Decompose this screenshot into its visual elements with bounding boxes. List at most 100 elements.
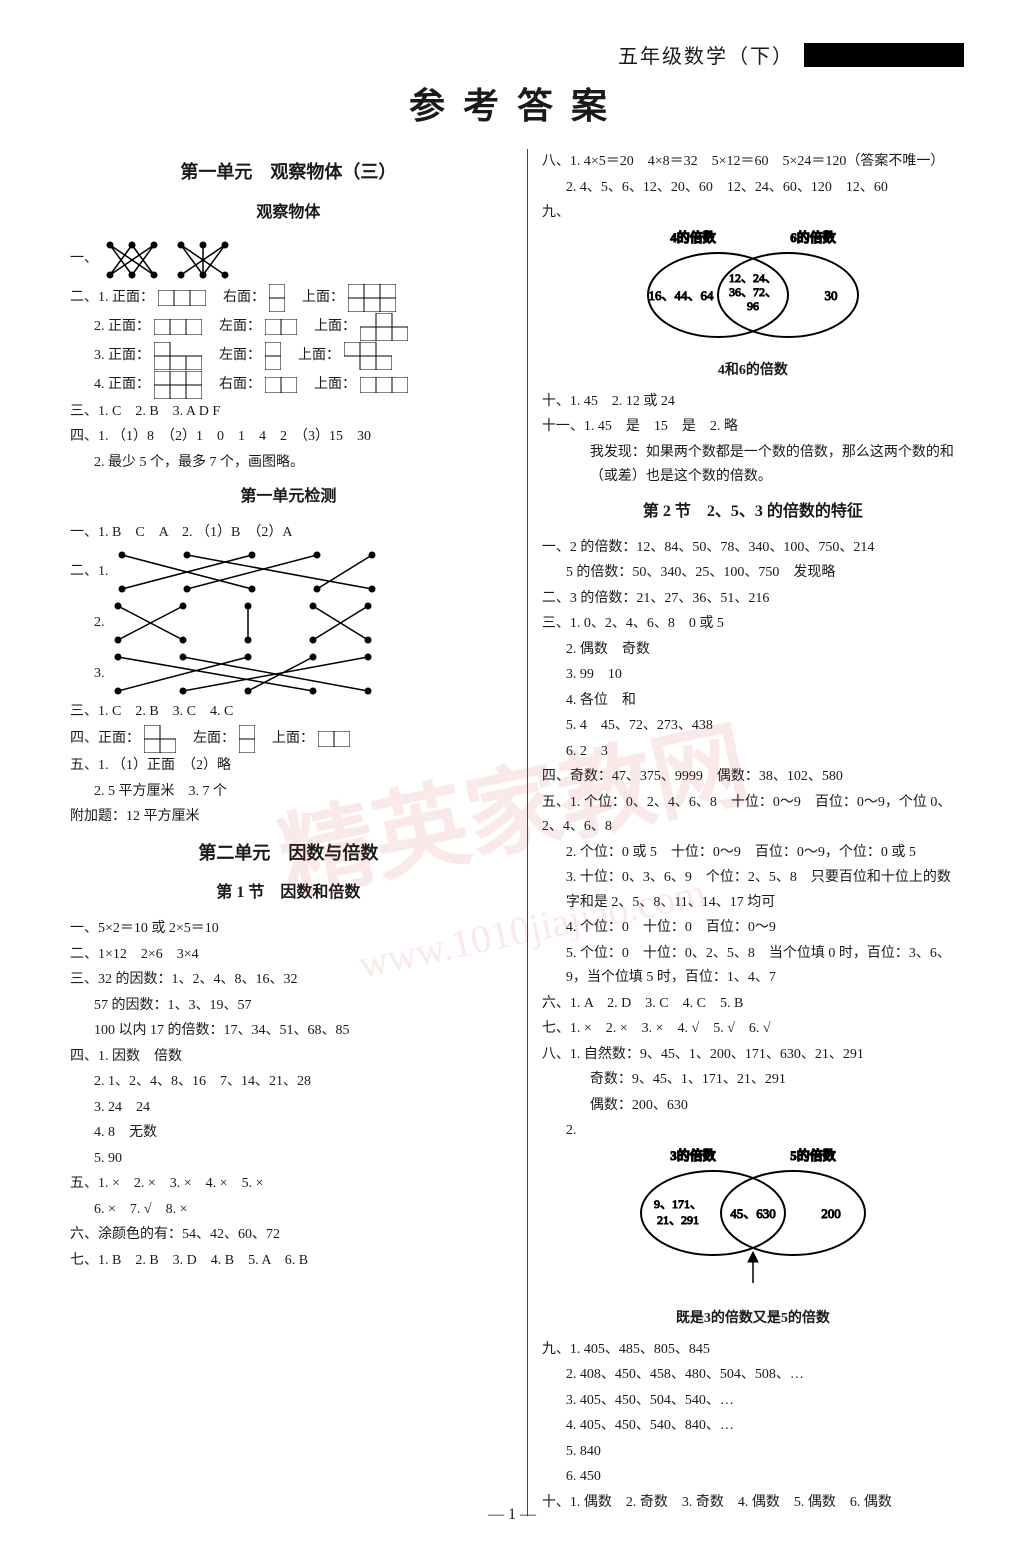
s2-5a: 五、1. 个位：0、2、4、6、8 十位：0～9 百位：0～9，个位 0、2、4… <box>542 791 964 840</box>
s2-1b: 5 的倍数：50、340、25、100、750 发现略 <box>542 561 964 586</box>
s2-9a: 九、1. 405、485、805、845 <box>542 1338 964 1363</box>
venn2-caption: 既是3的倍数又是5的倍数 <box>542 1307 964 1332</box>
s2-9c: 3. 405、450、504、540、… <box>542 1389 964 1414</box>
q4a: 四、1. （1）8 （2）1 0 1 4 2 （3）15 30 <box>70 425 507 450</box>
grade-label: 五年级数学（下） <box>618 40 794 69</box>
q2-2-front: 正面： <box>108 319 150 334</box>
s2-5c: 3. 十位：0、3、6、9 个位：2、5、8 只要百位和十位上的数字和是 2、5… <box>542 866 964 915</box>
u2-4d: 4. 8 无数 <box>70 1121 507 1146</box>
r9-prefix: 九、 <box>542 205 570 220</box>
t2-prefix: 二、1. <box>70 564 109 579</box>
bonus: 附加题：12 平方厘米 <box>70 805 507 830</box>
star-diagram-1 <box>102 237 162 283</box>
matching-diagram-3 <box>108 649 378 699</box>
q2-row-1: 二、1. 正面： 右面： 上面： <box>70 284 507 312</box>
q2-row-3: 3. 正面： 左面： 上面： <box>70 342 507 370</box>
venn1-center-l2: 36、72、 <box>729 285 777 299</box>
s2-3a: 三、1. 0、2、4、6、8 0 或 5 <box>542 612 964 637</box>
unit1-subtitle: 观察物体 <box>70 199 507 227</box>
s2-9b: 2. 408、450、458、480、504、508、… <box>542 1363 964 1388</box>
q2-1-num: 1. <box>98 290 109 305</box>
unit1-title: 第一单元 观察物体（三） <box>70 157 507 189</box>
unit2-title: 第二单元 因数与倍数 <box>70 838 507 870</box>
q2-4-right: 右面： <box>219 377 261 392</box>
r8b: 2. 4、5、6、12、20、60 12、24、60、120 12、60 <box>542 176 964 201</box>
s2-9e: 5. 840 <box>542 1440 964 1465</box>
s2-8d-prefix: 2. <box>566 1123 577 1138</box>
s2-3e: 5. 4 45、72、273、438 <box>542 714 964 739</box>
q2-1-top: 上面： <box>302 290 344 305</box>
u2-5a: 五、1. × 2. × 3. × 4. × 5. × <box>70 1172 507 1197</box>
sec2-title: 第 2 节 2、5、3 的倍数的特征 <box>542 498 964 526</box>
s2-9f: 6. 450 <box>542 1465 964 1490</box>
page: 五年级数学（下） 参考答案 第一单元 观察物体（三） 观察物体 一、 <box>0 0 1024 1546</box>
s2-3f: 6. 2 3 <box>542 740 964 765</box>
two-column-layout: 第一单元 观察物体（三） 观察物体 一、 <box>70 149 964 1516</box>
grid-icon <box>360 377 408 393</box>
u2-1: 一、5×2＝10 或 2×5＝10 <box>70 917 507 942</box>
s2-6: 六、1. A 2. D 3. C 4. C 5. B <box>542 992 964 1017</box>
s2-5e: 5. 个位：0 十位：0、2、5、8 当个位填 0 时，百位：3、6、9，当个位… <box>542 942 964 991</box>
venn1-right-label: 6的倍数 <box>790 230 837 245</box>
grid-icon <box>265 342 281 370</box>
grid-icon <box>265 319 297 335</box>
t2-2: 2. <box>70 598 507 648</box>
venn1-svg: 4的倍数 6的倍数 16、44、64 12、24、 36、72、 96 30 <box>603 230 903 350</box>
u2-4b: 2. 1、2、4、8、16 7、14、21、28 <box>70 1070 507 1095</box>
q4b: 2. 最少 5 个，最多 7 个，画图略。 <box>70 451 507 476</box>
venn1-right-only: 30 <box>824 288 837 303</box>
s2-7: 七、1. × 2. × 3. × 4. √ 5. √ 6. √ <box>542 1017 964 1042</box>
venn2-left-l2: 21、291 <box>657 1213 699 1227</box>
r11b: 我发现：如果两个数都是一个数的倍数，那么这两个数的和（或差）也是这个数的倍数。 <box>542 441 964 490</box>
left-column: 第一单元 观察物体（三） 观察物体 一、 <box>70 149 507 1516</box>
t4-top: 上面： <box>272 731 314 746</box>
venn1-caption: 4和6的倍数 <box>542 359 964 384</box>
right-column: 八、1. 4×5＝20 4×8＝32 5×12＝60 5×24＝120（答案不唯… <box>527 149 964 1516</box>
q2-3-front: 正面： <box>108 348 150 363</box>
s2-4: 四、奇数：47、375、9999 偶数：38、102、580 <box>542 765 964 790</box>
t5b: 2. 5 平方厘米 3. 7 个 <box>70 780 507 805</box>
s2-3d: 4. 各位 和 <box>542 689 964 714</box>
q2-4-top: 上面： <box>314 377 356 392</box>
header-black-bar <box>804 43 964 67</box>
venn2-svg: 3的倍数 5的倍数 9、171、 21、291 45、630 200 <box>593 1148 913 1298</box>
u2-4c: 3. 24 24 <box>70 1096 507 1121</box>
grid-icon <box>154 319 202 335</box>
venn1-center-l3: 96 <box>747 299 759 313</box>
s2-8c: 偶数：200、630 <box>542 1094 964 1119</box>
venn2-right-only: 200 <box>821 1206 841 1221</box>
u2-5b: 6. × 7. √ 8. × <box>70 1198 507 1223</box>
s2-9d: 4. 405、450、540、840、… <box>542 1414 964 1439</box>
s2-5d: 4. 个位：0 十位：0 百位：0～9 <box>542 916 964 941</box>
t4-left: 左面： <box>193 731 235 746</box>
q2-4-front: 正面： <box>108 377 150 392</box>
t4-front: 四、正面： <box>70 731 140 746</box>
u2-3b: 57 的因数：1、3、19、57 <box>70 994 507 1019</box>
q2-1-right: 右面： <box>223 290 265 305</box>
venn2-left-label: 3的倍数 <box>670 1148 717 1163</box>
q2-row-4: 4. 正面： 右面： 上面： <box>70 371 507 399</box>
grid-icon <box>158 290 206 306</box>
u2-3a: 三、32 的因数：1、2、4、8、16、32 <box>70 968 507 993</box>
grid-icon <box>144 725 176 753</box>
q2-2-top: 上面： <box>314 319 356 334</box>
r10: 十、1. 45 2. 12 或 24 <box>542 390 964 415</box>
venn2-center: 45、630 <box>730 1206 776 1221</box>
q3: 三、1. C 2. B 3. A D F <box>70 400 507 425</box>
u2-7: 七、1. B 2. B 3. D 4. B 5. A 6. B <box>70 1249 507 1274</box>
grid-icon <box>348 284 396 312</box>
q2-3-num: 3. <box>94 348 105 363</box>
sec1-title: 第 1 节 因数和倍数 <box>70 879 507 907</box>
q2-row-2: 2. 正面： 左面： 上面： <box>70 313 507 341</box>
t2-3-label: 3. <box>94 666 105 681</box>
grid-icon <box>318 731 350 747</box>
venn-diagram-2: 3的倍数 5的倍数 9、171、 21、291 45、630 200 既是3的倍… <box>542 1148 964 1332</box>
t2-2-label: 2. <box>94 615 105 630</box>
venn2-right-label: 5的倍数 <box>790 1148 837 1163</box>
grid-icon <box>360 313 408 341</box>
u2-2: 二、1×12 2×6 3×4 <box>70 943 507 968</box>
unit1-test-title: 第一单元检测 <box>70 483 507 511</box>
q2-3-left: 左面： <box>219 348 261 363</box>
venn-diagram-1: 4的倍数 6的倍数 16、44、64 12、24、 36、72、 96 30 4… <box>542 230 964 384</box>
grid-icon <box>269 284 285 312</box>
